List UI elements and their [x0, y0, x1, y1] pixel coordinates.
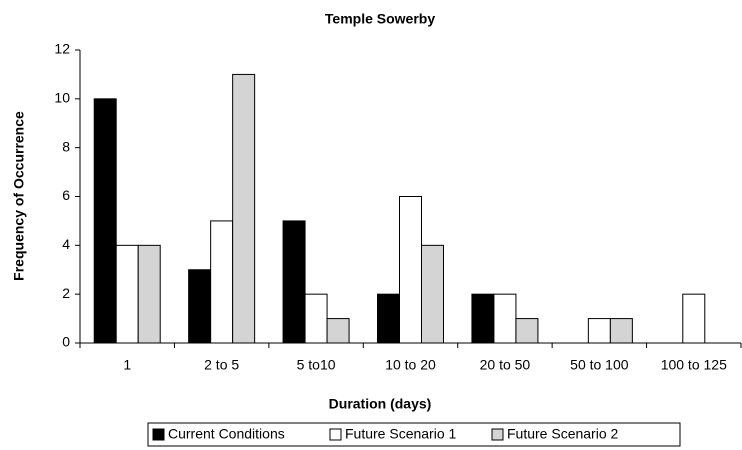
x-tick-label: 50 to 100: [570, 357, 629, 373]
y-tick-label: 6: [62, 187, 70, 203]
bar: [682, 293, 706, 344]
legend-box: [147, 422, 681, 447]
legend-swatch: [329, 428, 342, 441]
bar: [471, 293, 495, 344]
x-tick-label: 2 to 5: [204, 357, 239, 373]
bar: [115, 244, 139, 344]
y-tick-label: 2: [62, 285, 70, 301]
y-axis-label: Frequency of Occurrence: [11, 111, 27, 281]
bar: [493, 293, 517, 344]
y-tick-label: 8: [62, 138, 70, 154]
bar: [93, 98, 117, 344]
bar: [609, 318, 633, 344]
bar: [421, 244, 444, 344]
bar: [399, 196, 422, 344]
x-tick-label: 10 to 20: [385, 357, 436, 373]
bar: [210, 220, 234, 344]
bar: [282, 220, 306, 344]
x-tick-label: 20 to 50: [480, 357, 531, 373]
legend-swatch: [491, 428, 504, 441]
legend-swatch: [152, 428, 165, 441]
x-tick-label: 5 to10: [297, 357, 336, 373]
y-tick-label: 4: [62, 236, 70, 252]
y-tick-label: 10: [54, 90, 70, 106]
bar: [377, 293, 400, 344]
bar: [515, 318, 539, 344]
legend-label: Future Scenario 1: [345, 426, 456, 442]
x-tick-label: 100 to 125: [661, 357, 727, 373]
legend-label: Current Conditions: [168, 426, 285, 442]
x-axis-label: Duration (days): [329, 396, 432, 412]
x-tick-label: 1: [123, 357, 131, 373]
bar: [304, 293, 328, 344]
bar: [326, 318, 350, 344]
y-tick-label: 0: [62, 334, 70, 350]
bar: [232, 73, 256, 344]
bar: [587, 318, 611, 344]
bar: [188, 269, 212, 344]
chart-title: Temple Sowerby: [325, 11, 435, 27]
bar: [137, 244, 161, 344]
y-tick-label: 12: [54, 41, 70, 57]
legend-label: Future Scenario 2: [507, 426, 618, 442]
